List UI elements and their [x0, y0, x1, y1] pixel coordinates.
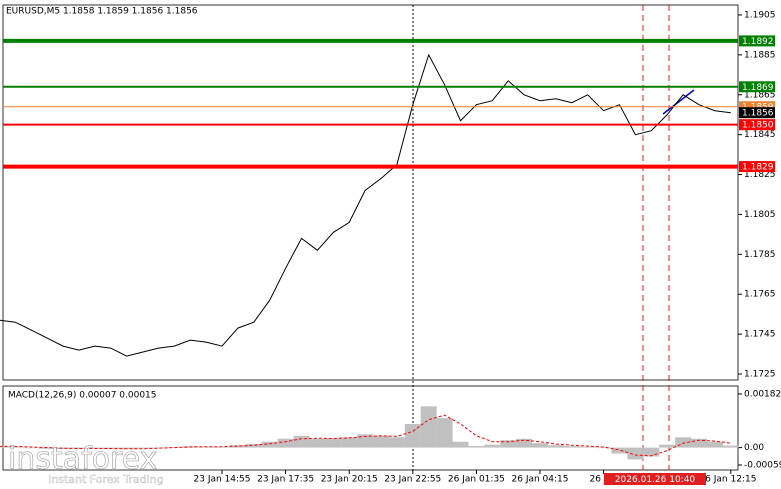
y-tick-label: 1.1885 [744, 50, 776, 60]
histogram-bar [579, 446, 596, 448]
x-tick-label: 23 Jan 17:35 [257, 475, 314, 485]
histogram-bar [277, 438, 294, 448]
histogram-bar [214, 447, 230, 448]
histogram-bar [245, 444, 262, 448]
histogram-bar [722, 445, 739, 448]
histogram-bar [293, 435, 310, 448]
annotation-box [604, 473, 706, 485]
x-tick-label: 26 Jan 01:35 [448, 475, 505, 485]
plot: 1.1905 1.1885 1.1865 1.1845 1.1825 1.1805 1.17… [0, 10, 781, 485]
level-label-box [739, 107, 775, 119]
y-tick-label: 1.1865 [744, 90, 776, 100]
histogram-bar [86, 447, 103, 449]
level-label: 1.1892 [742, 37, 774, 47]
x-tick-label: 23 Jan 20:15 [321, 475, 378, 485]
price-panel [2, 4, 739, 381]
signal-line [0, 414, 731, 457]
chart-title: EURUSD,M5 1.1858 1.1859 1.1856 1.1856 [6, 7, 198, 17]
histogram-bar [357, 434, 374, 448]
histogram-bar [627, 447, 644, 460]
histogram-bar [706, 441, 723, 448]
histogram-bar [373, 435, 389, 448]
level-label-box [739, 81, 775, 93]
watermark: instaforex [8, 442, 157, 477]
y-tick-label: 1.1785 [744, 250, 776, 260]
macd-panel [2, 385, 739, 471]
price-line [0, 53, 731, 357]
histogram-bar [55, 447, 71, 450]
histogram-bar [7, 446, 24, 448]
trend-line [662, 89, 695, 115]
level-label: 1.1829 [742, 163, 774, 173]
x-tick-label: 26 Jan 04:15 [512, 475, 569, 485]
watermark-tagline: Instant Forex Trading [48, 473, 164, 486]
histogram-bar [404, 424, 421, 448]
histogram-bar [261, 441, 278, 448]
histogram-bar [691, 438, 707, 448]
histogram-bar [134, 447, 151, 449]
y-tick-label: 1.1845 [744, 130, 776, 140]
y-tick-label: 1.1745 [744, 330, 776, 340]
level-label-box [739, 119, 775, 131]
histogram-bar [563, 446, 580, 448]
level-label-box [739, 35, 775, 47]
level-label: 1.1856 [742, 109, 774, 119]
x-tick-label: 26 Jan [590, 475, 618, 485]
histogram-bar [659, 444, 676, 448]
y-tick-label: 1.1825 [744, 170, 776, 180]
histogram-bar [643, 447, 660, 457]
histogram-bar [675, 437, 692, 448]
histogram-bar [516, 438, 533, 448]
histogram-bar [388, 437, 405, 448]
histogram-bar [0, 446, 8, 448]
histogram-bar [500, 440, 517, 448]
histogram-bar [532, 443, 548, 448]
histogram-bar [595, 447, 612, 449]
histogram-bar [484, 444, 501, 448]
histogram-bar [452, 441, 469, 448]
y-tick-label: 1.1805 [744, 210, 776, 220]
y-tick-label: 1.1725 [744, 370, 776, 380]
histogram-bar [39, 447, 56, 449]
x-tick-label: 6 Jan 12:15 [705, 475, 756, 485]
histogram-bar [341, 437, 358, 448]
y-tick-label: 1.1905 [744, 10, 776, 20]
histogram-bar [23, 447, 40, 449]
annotation: 2026.01.26 10:40 [615, 475, 696, 485]
y-tick-label: 1.1765 [744, 290, 776, 300]
x-tick-label: 23 Jan 14:55 [194, 475, 251, 485]
x-tick-label: 23 Jan 22:55 [384, 475, 441, 485]
histogram-bar [70, 447, 87, 449]
histogram-bar [150, 447, 167, 449]
histogram-bar [420, 406, 437, 448]
histogram-bar [309, 438, 326, 448]
histogram-bar [611, 447, 628, 454]
y-tick-label: -0.00059 [744, 460, 781, 470]
y-tick-label: 0.00182 [744, 389, 781, 399]
histogram-bar [468, 446, 485, 448]
level-label: 1.1850 [742, 121, 774, 131]
histogram-bar [229, 445, 246, 448]
level-label-box [739, 101, 775, 113]
histogram-bar [547, 445, 564, 448]
y-tick-label: 0.00 [744, 443, 764, 453]
histogram-bar [436, 418, 453, 448]
histogram-bar [325, 438, 342, 448]
histogram-bar [166, 447, 183, 448]
level-label: 1.1869 [742, 83, 774, 93]
macd-title: MACD(12,26,9) 0.00007 0.00015 [8, 391, 157, 401]
level-label-box [739, 161, 775, 173]
